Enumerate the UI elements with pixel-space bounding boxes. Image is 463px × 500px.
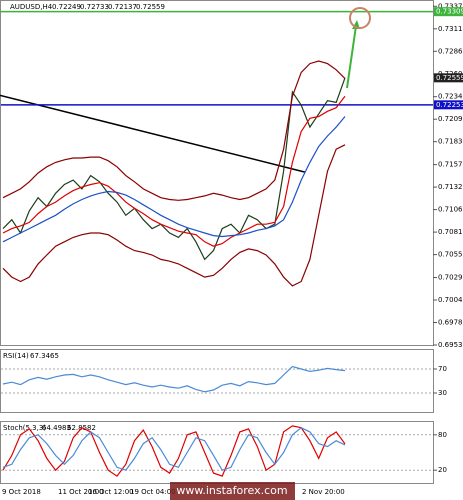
rsi-title: RSI(14) (3, 352, 29, 360)
series-line (2, 426, 346, 471)
price-label: 0.72559 (436, 74, 463, 82)
rsi-value: 67.3465 (30, 352, 59, 360)
y-tick-label: 80 (438, 431, 447, 439)
main-panel (0, 0, 434, 346)
watermark-box (170, 482, 295, 500)
high: 0.72733 (80, 3, 109, 11)
x-tick-label: 9 Oct 2018 (2, 488, 41, 496)
open: 0.72249 (52, 3, 81, 11)
symbol: AUDUSD,H4 (10, 3, 53, 11)
level-label-box (434, 7, 463, 17)
target-circle (349, 7, 371, 29)
low: 0.72137 (108, 3, 137, 11)
price-label-box (434, 73, 463, 83)
stoch-title: Stoch(5,3,3) (3, 424, 46, 432)
y-tick-label: 0.70295 (438, 274, 463, 282)
y-tick-label: 0.70555 (438, 251, 463, 259)
level-label: 0.72253 (436, 101, 463, 109)
stoch-main-value: 64.4983 (42, 424, 71, 432)
level-label-box (434, 100, 463, 110)
series-line (2, 77, 346, 261)
y-tick-label: 70 (438, 365, 447, 373)
x-tick-label: 11 Oct 20:00 (58, 488, 104, 496)
y-tick-label: 30 (438, 389, 447, 397)
level-label: 0.73309 (436, 8, 463, 16)
y-tick-label: 0.71065 (438, 206, 463, 214)
y-tick-label: 0.72345 (438, 93, 463, 101)
y-tick-label: 0.69785 (438, 319, 463, 327)
header: AUDUSD,H4 0.72249 0.72733 0.72137 0.7255… (10, 3, 165, 11)
series-line (2, 60, 346, 201)
x-tick-label: 2 Nov 20:00 (302, 488, 345, 496)
series-line (2, 365, 346, 393)
arrow-line (346, 25, 357, 89)
close: 0.72559 (136, 3, 165, 11)
y-tick-label: 0.71575 (438, 161, 463, 169)
series-line (2, 116, 346, 243)
y-tick-label: 0.73115 (438, 25, 463, 33)
series-line (2, 144, 346, 287)
series-line (2, 95, 346, 247)
rsi-panel (0, 349, 434, 413)
x-tick-label: 19 Oct 04:00 (130, 488, 176, 496)
trend-line (0, 94, 306, 173)
y-tick-label: 20 (438, 466, 447, 474)
y-tick-label: 0.71835 (438, 138, 463, 146)
x-tick-label: 16 Oct 12:00 (88, 488, 134, 496)
watermark: www.instaforex.com (176, 484, 287, 497)
